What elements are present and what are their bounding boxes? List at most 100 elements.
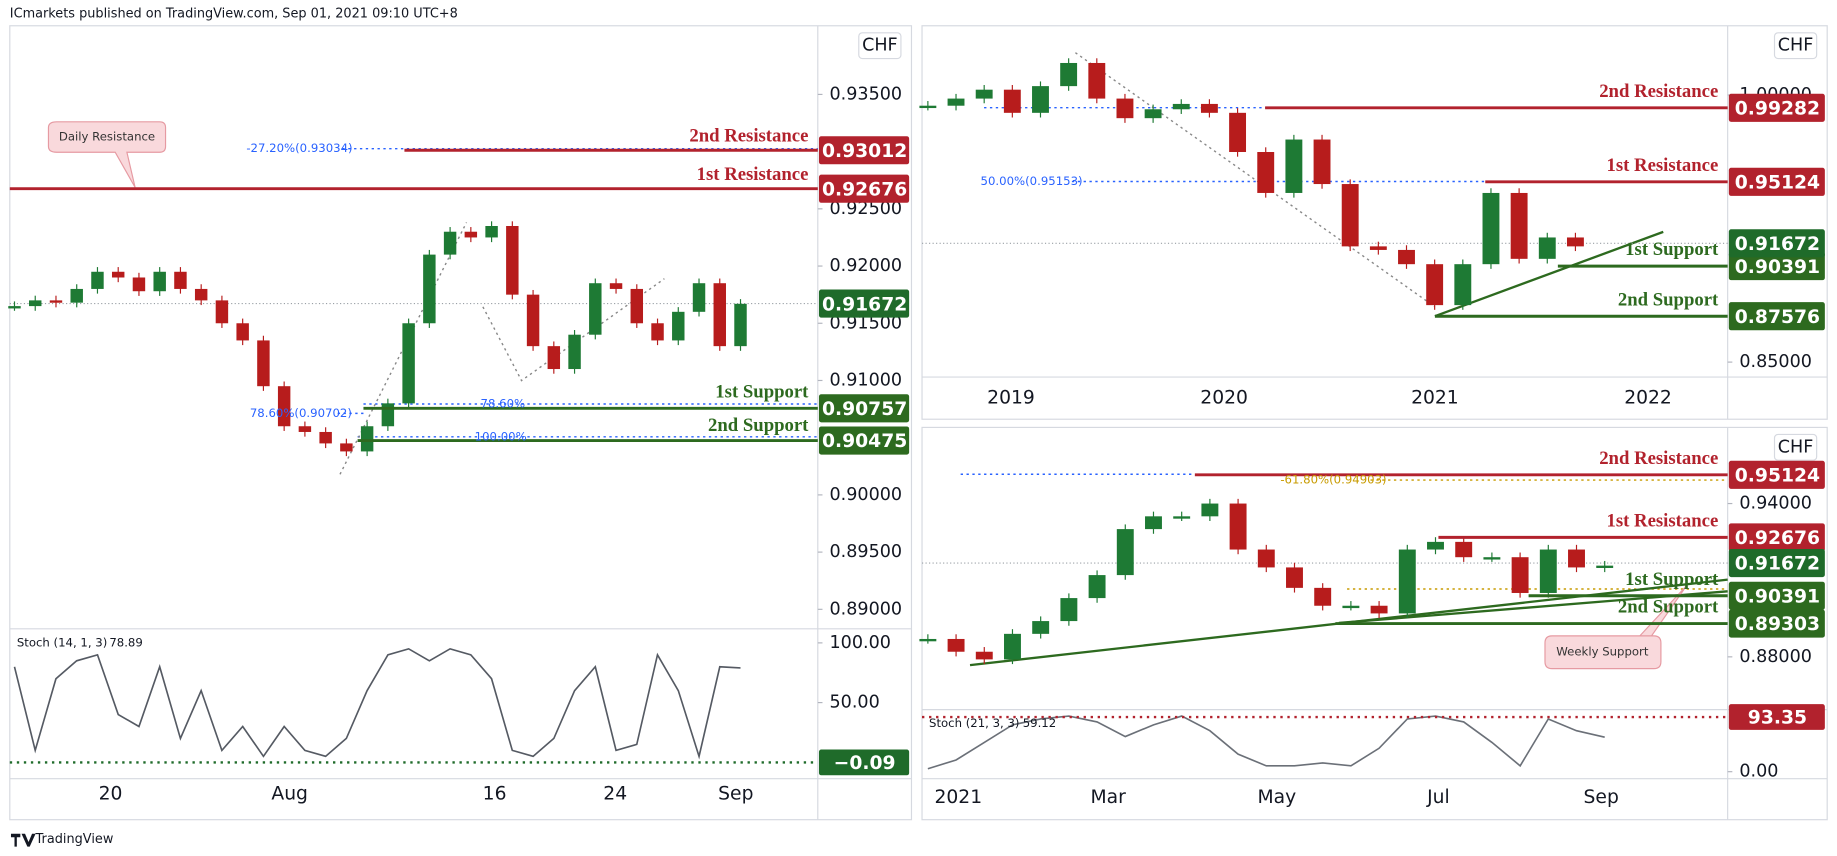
price-badge-value: 0.89303 [1735,614,1820,635]
y-tick-label: 0.92500 [830,199,903,219]
annotation: -27.20%(0.93034) [246,141,352,155]
currency-box [1773,32,1818,60]
candle [713,283,726,347]
candle [1032,86,1049,113]
candle [91,271,104,289]
level-label: 2nd Resistance [1599,448,1718,469]
candle [1060,62,1078,87]
candle [630,288,644,324]
currency-box [858,32,902,60]
candle [1483,557,1501,560]
stoch-line [927,715,1605,770]
candle [651,323,664,341]
x-tick-label: Jul [1426,787,1450,808]
price-badge [818,174,910,203]
candle [1566,237,1584,247]
x-tick-label: 2021 [1411,388,1459,409]
y-tick-label: 100.00 [830,633,891,653]
x-tick-label: 20 [99,783,123,804]
stoch-line [13,647,741,760]
candle [1145,516,1162,530]
panel-frame [921,426,1828,821]
candle [1370,605,1388,614]
level-label: 2nd Support [708,415,809,436]
stoch-badge [818,749,910,776]
candle [381,403,395,427]
candle [174,271,187,289]
candle [49,300,63,303]
candle [485,226,498,238]
candle [1286,567,1303,588]
candle [526,294,540,347]
price-badge [1728,581,1825,610]
level-label: 1st Support [1625,239,1719,260]
price-badge [1728,302,1825,331]
y-tick-label: 0.92000 [830,256,903,276]
annotation: -61.80%(0.94903) [1280,473,1386,487]
candle [1510,192,1528,259]
candle [919,105,937,109]
candle [1032,621,1050,634]
indicator-value: 78.89 [109,635,142,649]
candle [1482,192,1500,265]
candle [1003,89,1021,113]
price-badge-value: 0.90757 [822,399,907,420]
candle [8,306,21,309]
price-badge-value: 0.90475 [822,431,907,452]
candle [1172,103,1190,110]
candle [1596,565,1614,568]
stoch-badge-value: −0.09 [834,753,896,774]
last-price-value: 0.91672 [822,294,907,315]
candle [1568,549,1585,568]
trendline [1434,230,1664,318]
candle [360,426,374,452]
price-badge-value: 0.92676 [822,179,907,200]
level-label: 1st Resistance [1607,155,1719,176]
brand-logo [10,833,36,847]
brand: TradingView [35,832,114,847]
candle [277,386,291,427]
panel-frame [9,25,913,821]
x-tick-label: Mar [1091,787,1127,808]
indicator-label: Stoch (21, 3, 3) [929,716,1019,730]
candle [947,98,965,106]
panel-frame [921,25,1828,420]
candle [236,323,249,341]
candle [1116,529,1134,576]
y-tick-label: 0.91500 [830,313,903,333]
x-tick-label: Sep [718,783,753,804]
price-badge-value: 0.92676 [1735,528,1820,549]
candle [402,323,415,404]
level-label: 1st Support [1625,569,1719,590]
candle [1088,62,1106,99]
candle [1539,549,1557,593]
level-label: 2nd Resistance [1599,81,1718,102]
candle [423,254,436,324]
candle [1004,633,1021,660]
y-tick-label: 0.93500 [830,84,903,104]
last-price-badge [818,289,910,318]
currency: CHF [1778,437,1814,457]
price-badge-value: 0.95124 [1735,466,1820,487]
currency-box [1773,433,1818,461]
y-tick-label: 0.91000 [830,370,903,390]
y-tick-label: 0.00 [1739,762,1778,782]
candle [975,651,993,660]
candle [1116,98,1134,119]
candle [319,431,332,444]
price-badge-value: 0.99282 [1735,98,1820,119]
candle [1398,549,1416,614]
x-tick-label: 24 [603,783,627,804]
x-tick-label: 2020 [1200,388,1248,409]
candle [464,231,478,238]
level-label: 1st Support [715,381,809,402]
y-tick-label: 0.90000 [830,485,903,505]
candle [298,426,312,432]
price-badge [1728,460,1825,489]
candle [70,288,83,303]
candle [568,334,581,370]
candle [1285,139,1303,193]
y-tick-label: 0.85000 [1739,352,1812,372]
swing-line [482,278,665,382]
